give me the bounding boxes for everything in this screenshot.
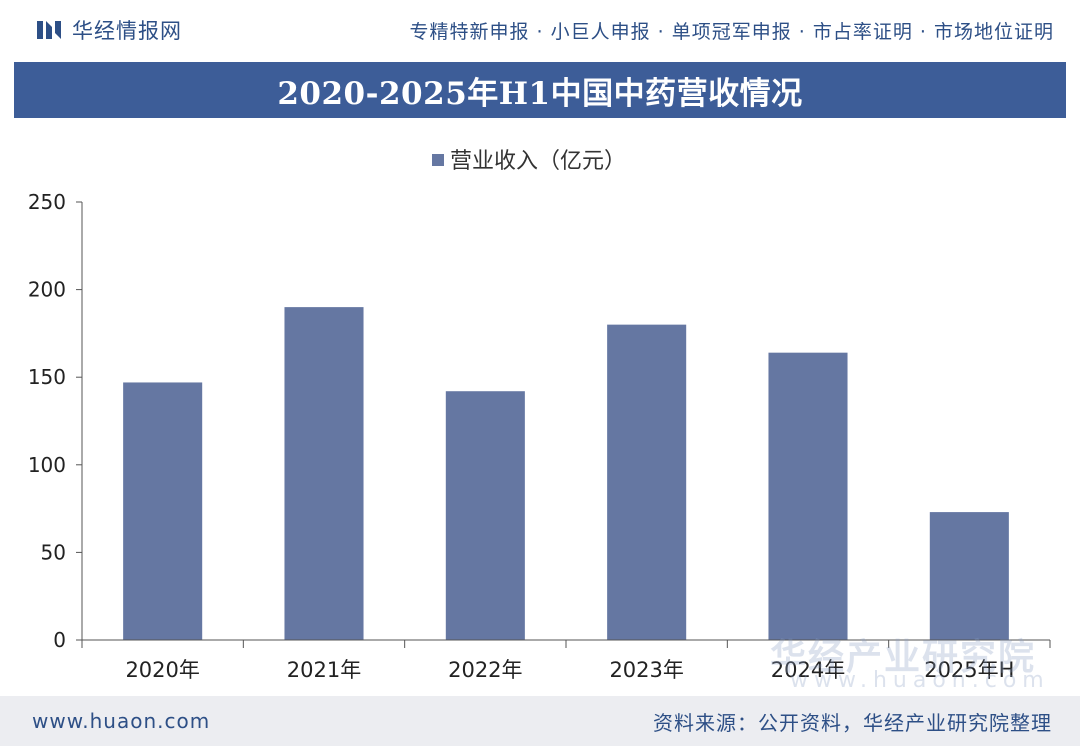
legend-label: 营业收入（亿元） [450,149,626,174]
x-tick-label: 2024年 [771,658,845,682]
y-tick-label: 100 [28,453,66,477]
bar [445,391,525,640]
legend: 营业收入（亿元） [432,149,626,174]
y-tick-label: 150 [28,365,66,389]
bar [929,512,1009,640]
footer-source: 资料来源：公开资料，华经产业研究院整理 [653,710,1052,735]
y-tick-label: 200 [28,278,66,302]
x-tick-label: 2023年 [609,658,683,682]
title-band: 2020-2025年H1中国中药营收情况 [14,62,1066,118]
top-bar: 华经情报网 专精特新申报 · 小巨人申报 · 单项冠军申报 · 市占率证明 · … [0,0,1080,60]
x-axis: 2020年 2021年 2022年 2023年 2024年 2025年H [81,639,1051,682]
x-tick-label: 2020年 [125,658,199,682]
footer-url[interactable]: www.huaon.com [32,709,211,733]
bar [768,352,848,640]
x-tick-label: 2021年 [287,658,361,682]
brand-logo-icon [37,21,61,39]
y-axis: 0 50 100 150 200 250 [28,190,83,652]
brand[interactable]: 华经情报网 [36,15,182,45]
x-tick-label: 2022年 [448,658,522,682]
services-list: 专精特新申报 · 小巨人申报 · 单项冠军申报 · 市占率证明 · 市场地位证明 [409,20,1054,43]
chart-title: 2020-2025年H1中国中药营收情况 [277,75,803,112]
bar [284,307,364,640]
footer: www.huaon.com 资料来源：公开资料，华经产业研究院整理 [0,696,1080,746]
bar [607,324,687,640]
y-tick-label: 50 [41,540,66,564]
bar-chart: 营业收入（亿元） 0 50 100 150 200 250 2020年 2021年 2022年… [28,149,1051,682]
y-tick-label: 250 [28,190,66,214]
bars [123,307,1009,640]
bar [123,382,203,640]
watermark-site: www.huaon.com [790,668,1050,693]
watermark-org: 华经产业研究院 [770,637,1037,678]
y-tick-label: 0 [53,628,66,652]
brand-name: 华经情报网 [72,19,182,43]
x-tick-label: 2025年H [924,658,1014,682]
legend-swatch [432,154,444,166]
